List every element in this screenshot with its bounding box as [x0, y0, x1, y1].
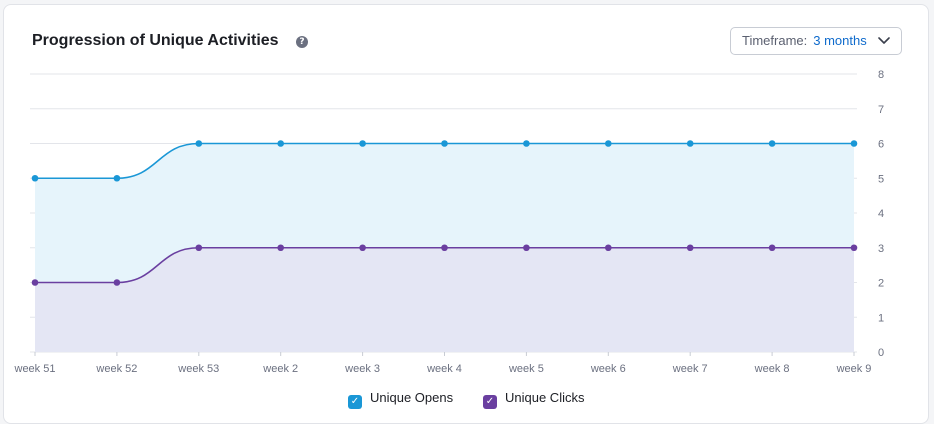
help-icon[interactable]: ?	[296, 36, 308, 48]
x-tick-label: week 52	[95, 363, 137, 375]
point-unique-clicks	[850, 244, 858, 252]
point-unique-opens	[850, 140, 858, 147]
x-tick-label: week 2	[262, 363, 298, 375]
page-title: Progression of Unique Activities	[32, 32, 279, 49]
y-tick-label: 2	[878, 278, 884, 290]
area-unique-clicks	[35, 247, 854, 352]
x-tick-label: week 4	[426, 363, 462, 375]
point-unique-clicks	[31, 279, 39, 286]
point-unique-opens	[31, 174, 39, 182]
point-unique-opens	[195, 140, 203, 147]
point-unique-clicks	[277, 244, 285, 252]
legend-label: Unique Clicks	[505, 390, 585, 405]
point-unique-clicks	[768, 244, 776, 252]
point-unique-clicks	[686, 244, 694, 252]
y-tick-label: 7	[878, 104, 884, 116]
point-unique-opens	[605, 140, 612, 147]
point-unique-opens	[441, 140, 448, 147]
x-tick-label: week 9	[836, 363, 872, 375]
x-tick-label: week 7	[672, 363, 708, 375]
point-unique-clicks	[195, 244, 203, 252]
x-tick-label: week 53	[177, 363, 219, 375]
point-unique-clicks	[113, 279, 121, 286]
legend-item-unique-clicks[interactable]: ✓ Unique Clicks	[483, 390, 585, 409]
x-tick-label: week 3	[344, 363, 380, 375]
point-unique-opens	[359, 140, 366, 147]
point-unique-clicks	[441, 244, 448, 252]
timeframe-label: Timeframe:	[742, 33, 808, 48]
y-tick-label: 4	[878, 208, 884, 220]
checkbox-checked-icon: ✓	[348, 395, 362, 409]
point-unique-opens	[768, 140, 776, 147]
point-unique-clicks	[523, 244, 530, 252]
y-tick-label: 0	[878, 347, 884, 359]
point-unique-opens	[277, 140, 285, 147]
y-tick-label: 5	[878, 173, 884, 185]
legend-item-unique-opens[interactable]: ✓ Unique Opens	[348, 390, 454, 409]
legend-label: Unique Opens	[370, 390, 454, 405]
x-tick-label: week 8	[754, 363, 790, 375]
timeframe-dropdown[interactable]: Timeframe: 3 months	[730, 27, 902, 55]
point-unique-clicks	[359, 244, 366, 252]
y-tick-label: 6	[878, 139, 884, 151]
x-tick-label: week 5	[508, 363, 544, 375]
chevron-down-icon	[878, 37, 890, 44]
point-unique-opens	[686, 140, 694, 147]
y-tick-label: 1	[878, 312, 884, 324]
x-tick-label: week 51	[14, 363, 56, 375]
point-unique-opens	[523, 140, 530, 147]
point-unique-clicks	[605, 244, 612, 252]
timeframe-value: 3 months	[813, 33, 867, 48]
y-tick-label: 3	[878, 243, 884, 255]
point-unique-opens	[113, 174, 121, 182]
checkbox-checked-icon: ✓	[483, 395, 497, 409]
x-tick-label: week 6	[590, 363, 626, 375]
y-tick-label: 8	[878, 69, 884, 81]
